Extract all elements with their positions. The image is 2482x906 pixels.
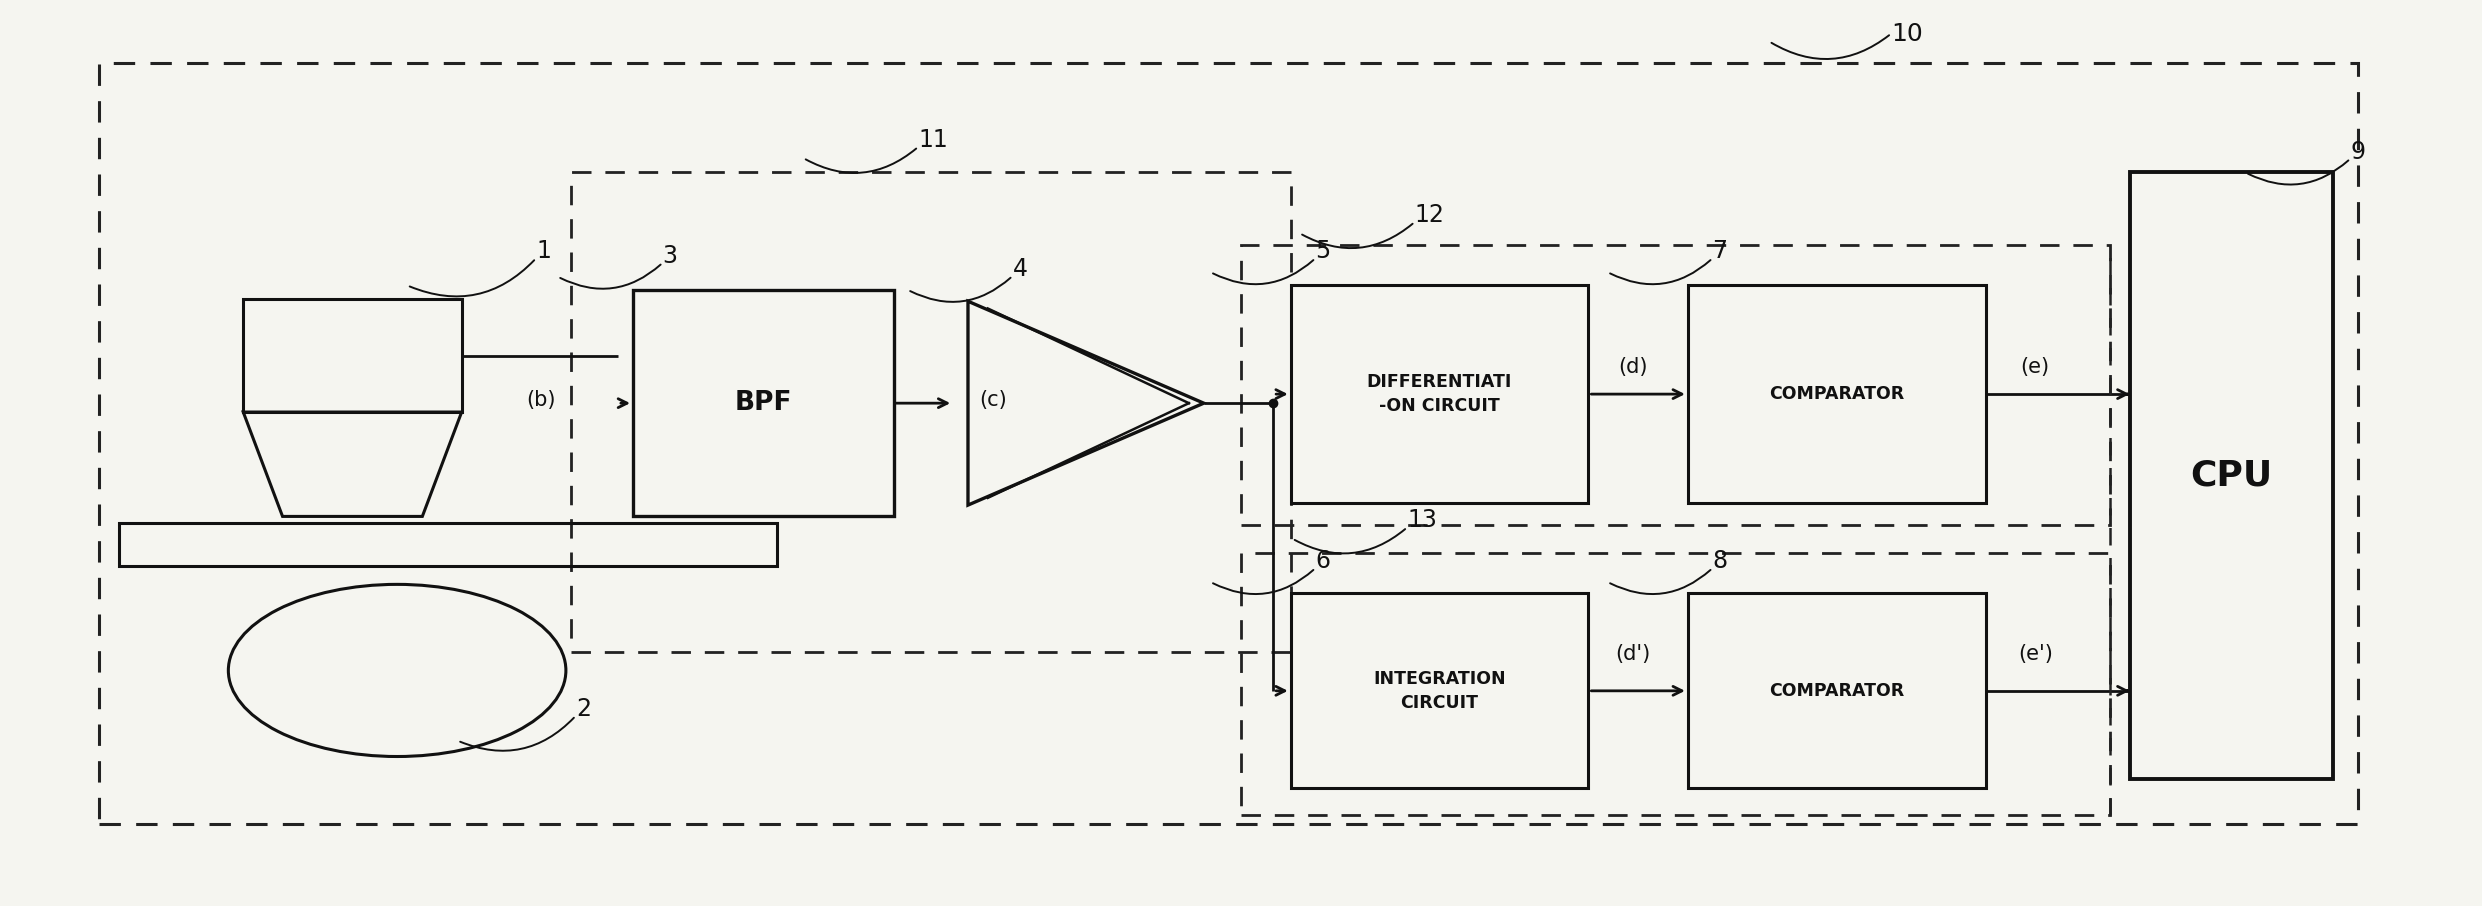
Text: (b): (b) bbox=[526, 390, 556, 410]
Text: (c): (c) bbox=[978, 390, 1008, 410]
Text: 1: 1 bbox=[536, 239, 551, 264]
Text: 11: 11 bbox=[918, 128, 948, 152]
Text: (d'): (d') bbox=[1616, 644, 1651, 664]
Bar bbox=[99, 63, 2358, 824]
Text: 2: 2 bbox=[576, 697, 591, 721]
Text: INTEGRATION
CIRCUIT: INTEGRATION CIRCUIT bbox=[1373, 670, 1507, 711]
Text: 8: 8 bbox=[1713, 549, 1727, 573]
Text: BPF: BPF bbox=[735, 390, 792, 416]
Text: 12: 12 bbox=[1415, 203, 1445, 227]
Text: (d): (d) bbox=[1618, 357, 1648, 377]
Bar bbox=[119, 523, 777, 566]
Text: (e'): (e') bbox=[2018, 644, 2053, 664]
Bar bbox=[1241, 553, 2110, 815]
Bar bbox=[571, 172, 1291, 652]
Bar bbox=[1688, 285, 1986, 503]
Bar bbox=[1291, 593, 1588, 788]
Text: 3: 3 bbox=[663, 244, 678, 268]
Bar bbox=[243, 299, 462, 412]
Text: (e): (e) bbox=[2020, 357, 2050, 377]
Bar bbox=[1291, 285, 1588, 503]
Bar bbox=[1688, 593, 1986, 788]
Text: COMPARATOR: COMPARATOR bbox=[1770, 385, 1904, 403]
Text: 9: 9 bbox=[2350, 140, 2365, 164]
Text: COMPARATOR: COMPARATOR bbox=[1770, 682, 1904, 699]
Bar bbox=[2130, 172, 2333, 779]
Text: 10: 10 bbox=[1891, 22, 1924, 45]
Text: 4: 4 bbox=[1013, 257, 1028, 281]
Text: DIFFERENTIATI
-ON CIRCUIT: DIFFERENTIATI -ON CIRCUIT bbox=[1368, 373, 1512, 415]
Text: 13: 13 bbox=[1407, 508, 1437, 533]
Text: CPU: CPU bbox=[2189, 458, 2274, 493]
Bar bbox=[1241, 245, 2110, 525]
Text: 7: 7 bbox=[1713, 239, 1727, 264]
Bar bbox=[633, 290, 894, 516]
Text: 6: 6 bbox=[1315, 549, 1330, 573]
Text: 5: 5 bbox=[1315, 239, 1330, 264]
